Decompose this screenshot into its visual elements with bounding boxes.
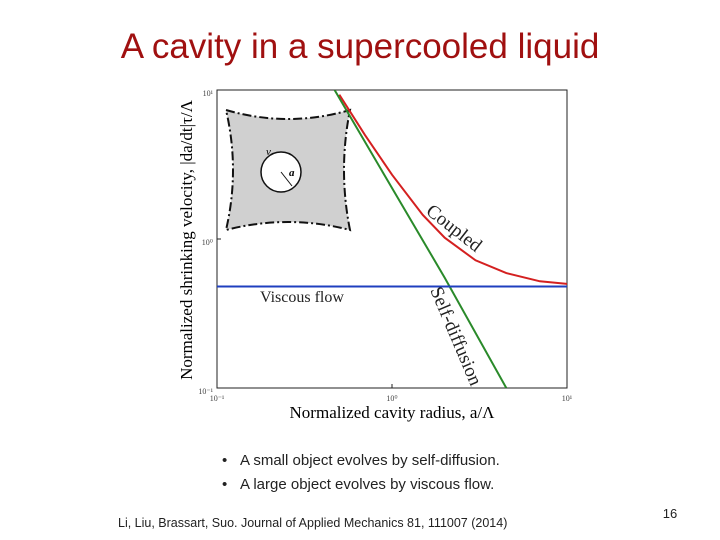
x-tick-label: 10⁻¹	[210, 394, 225, 403]
y-tick-label: 10¹	[203, 89, 214, 98]
x-tick-label: 10¹	[562, 394, 573, 403]
inset: v a	[224, 108, 352, 232]
citation: Li, Liu, Brassart, Suo. Journal of Appli…	[118, 516, 507, 530]
plot-lines	[217, 90, 567, 388]
series-line	[338, 94, 567, 285]
bullet-text: A small object evolves by self-diffusion…	[240, 452, 500, 469]
y-tick-label: 10⁻¹	[198, 387, 213, 396]
series-line	[333, 90, 508, 388]
inset-label: a	[289, 167, 295, 179]
y-tick-label: 10⁰	[202, 238, 213, 247]
x-axis-label: Normalized cavity radius, a/Λ	[290, 403, 496, 422]
bullet: •	[222, 452, 227, 469]
inset-radius	[280, 171, 293, 187]
page-number: 16	[663, 506, 677, 521]
y-axis-label: Normalized shrinking velocity, |da/dt|τ/…	[177, 99, 196, 379]
slide-title: A cavity in a supercooled liquid	[121, 27, 600, 66]
bullet: •	[222, 476, 227, 493]
inset-label: v	[266, 146, 271, 158]
x-tick-label: 10⁰	[386, 394, 397, 403]
bullet-text: A large object evolves by viscous flow.	[240, 476, 494, 493]
series-label: Viscous flow	[260, 289, 344, 306]
